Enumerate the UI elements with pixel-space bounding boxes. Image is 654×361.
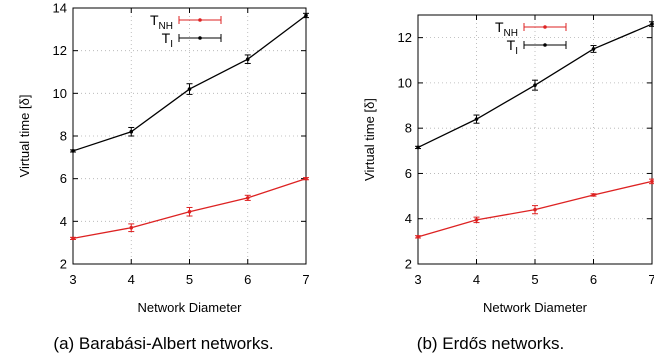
x-tick-label: 3	[414, 272, 421, 287]
data-point	[187, 87, 192, 91]
data-point	[474, 117, 479, 121]
data-point	[591, 193, 596, 197]
y-tick-label: 2	[60, 257, 67, 272]
y-tick-label: 10	[53, 86, 67, 101]
x-tick-label: 5	[531, 272, 538, 287]
y-tick-label: 12	[53, 43, 67, 58]
y-axis-label: Virtual time [δ]	[362, 98, 377, 181]
chart-caption: (a) Barabási-Albert networks.	[53, 334, 274, 353]
data-point	[245, 57, 250, 61]
y-tick-label: 12	[398, 30, 412, 45]
y-tick-label: 6	[405, 166, 412, 181]
x-tick-label: 6	[590, 272, 597, 287]
data-point	[650, 179, 654, 184]
x-axis-label: Network Diameter	[137, 300, 242, 315]
y-axis-label: Virtual time [δ]	[17, 95, 32, 178]
x-tick-label: 4	[473, 272, 480, 287]
legend-label: TI	[162, 30, 173, 50]
series-line	[72, 14, 307, 152]
chart-svg: 2 4 6 8 10 12 3 4 5 6 7 Network Diameter Virtual tim…	[362, 14, 654, 315]
legend-label: TNH	[150, 12, 173, 32]
y-tick-label: 6	[60, 171, 67, 186]
y-tick-label: 10	[398, 75, 412, 90]
y-tick-label: 8	[60, 129, 67, 144]
data-point	[650, 22, 654, 26]
data-point	[474, 218, 479, 222]
chart-panel-erdos: 2 4 6 8 10 12 3 4 5 6 7 Network Diameter Virtual tim…	[327, 0, 654, 361]
data-point	[533, 83, 537, 87]
data-point	[129, 129, 134, 134]
x-tick-label: 3	[69, 272, 76, 287]
x-tick-label: 7	[648, 272, 654, 287]
data-point	[187, 209, 192, 214]
legend-marker	[198, 18, 202, 22]
legend-marker	[543, 25, 547, 29]
chart-svg: 2 4 6 8 10 12 14 3 4 5 6 7 Network Diameter Virtual t…	[17, 1, 310, 316]
y-tick-label: 8	[405, 121, 412, 136]
x-tick-label: 6	[244, 272, 251, 287]
chart-panel-barabasi-albert: 2 4 6 8 10 12 14 3 4 5 6 7 Network Diameter Virtual t…	[17, 1, 310, 354]
x-tick-label: 5	[186, 272, 193, 287]
legend-label: TI	[507, 37, 518, 57]
data-point	[129, 225, 134, 230]
y-tick-label: 14	[53, 1, 67, 16]
chart-caption: (b) Erdős networks.	[416, 334, 565, 353]
data-point	[71, 236, 75, 241]
x-tick-label: 7	[302, 272, 309, 287]
data-point	[71, 149, 75, 153]
data-point	[304, 176, 308, 181]
x-tick-label: 4	[128, 272, 135, 287]
y-tick-label: 4	[405, 211, 412, 226]
legend-marker	[543, 43, 547, 47]
data-point	[416, 235, 420, 239]
data-point	[304, 13, 308, 18]
data-point	[591, 47, 596, 51]
legend-marker	[198, 36, 202, 40]
legend-label: TNH	[495, 19, 518, 39]
y-tick-label: 4	[60, 214, 67, 229]
data-point	[245, 196, 250, 200]
data-point	[533, 207, 537, 212]
data-point	[416, 145, 420, 150]
y-tick-label: 2	[405, 257, 412, 272]
x-axis-label: Network Diameter	[483, 300, 588, 315]
